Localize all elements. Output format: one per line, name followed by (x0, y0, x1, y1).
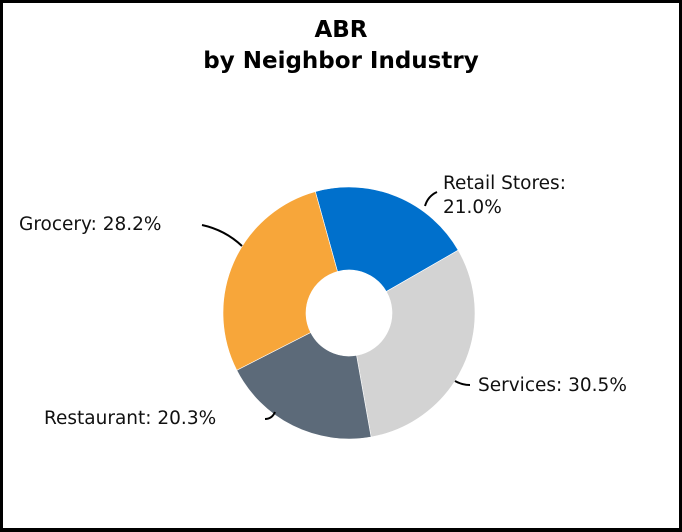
leader-line-retail (424, 191, 438, 207)
slice-restaurant (236, 332, 372, 440)
label-retail-stores: Retail Stores: 21.0% (443, 172, 566, 220)
slice-services (356, 249, 476, 438)
label-services: Services: 30.5% (478, 375, 627, 396)
leader-line-grocery (201, 224, 243, 247)
slice-retail-stores (314, 186, 459, 292)
label-restaurant: Restaurant: 20.3% (44, 408, 217, 429)
donut-slices (222, 186, 476, 440)
leader-lines (201, 191, 471, 420)
label-grocery: Grocery: 28.2% (19, 214, 162, 235)
chart-subtitle: by Neighbor Industry (203, 48, 479, 74)
leader-line-restaurant (264, 411, 276, 420)
leader-line-services (454, 380, 471, 386)
label-retail-stores-name: Retail Stores: (443, 173, 566, 194)
chart-title: ABR (314, 17, 368, 43)
slice-grocery (222, 191, 338, 371)
label-retail-stores-value: 21.0% (443, 197, 502, 218)
